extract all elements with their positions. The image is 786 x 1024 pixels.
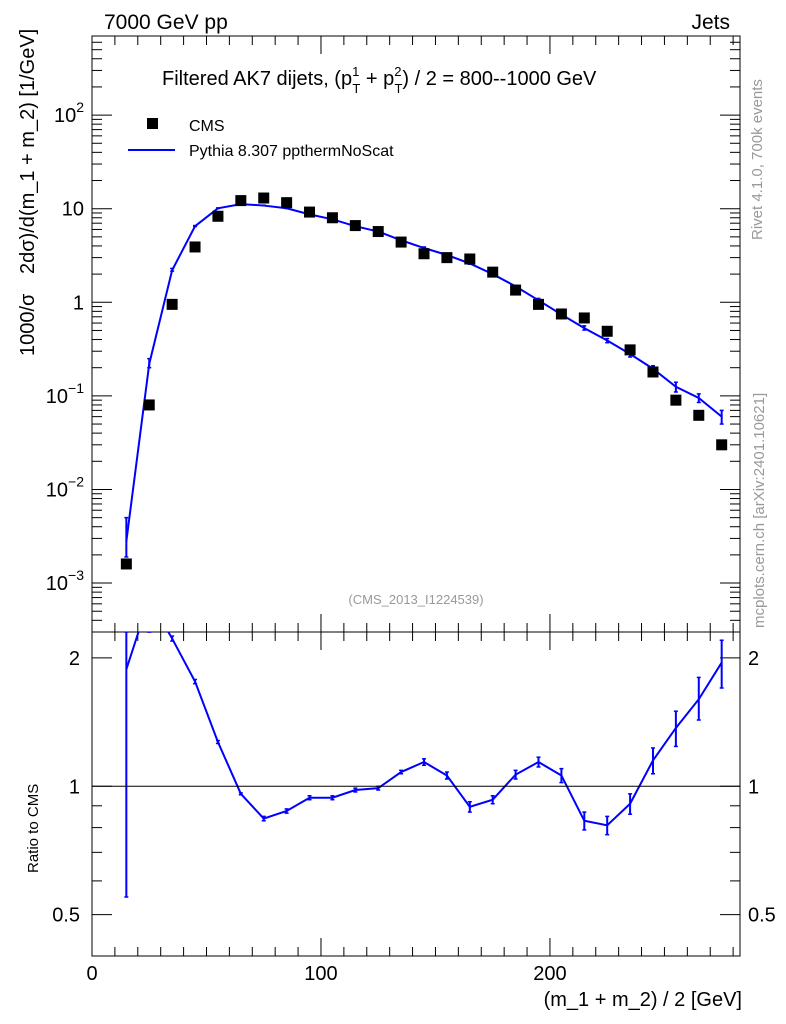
x-tick-label: 0: [86, 963, 97, 985]
analysis-watermark: (CMS_2013_I1224539): [348, 592, 483, 607]
rivet-version-label: Rivet 4.1.0, 700k events: [749, 79, 766, 240]
legend-mc-label: Pythia 8.307 ppthermNoScat: [189, 143, 394, 160]
cms-data-point: [487, 266, 499, 278]
x-axis-label: (m_1 + m_2) / 2 [GeV]: [544, 989, 742, 1011]
main-y-tick-label: 1: [73, 292, 84, 314]
ratio-panel-frame: [91, 631, 741, 957]
ratio-y-tick-label-right: 2: [748, 648, 759, 670]
cms-data-point: [372, 226, 384, 238]
main-y-tick-label: 10−1: [46, 380, 84, 408]
cms-data-point: [716, 439, 728, 451]
main-y-label-part-b: 2dσ)/d(m_1 + m_2) [1/GeV]: [17, 29, 39, 274]
header-right: Jets: [691, 11, 730, 34]
ratio-y-label: Ratio to CMS: [25, 784, 42, 873]
legend-cms-label: CMS: [189, 118, 225, 135]
cms-data-point: [601, 325, 613, 337]
cms-data-point: [212, 210, 224, 222]
main-y-label: 1000/σ 2dσ)/d(m_1 + m_2) [1/GeV]: [17, 29, 39, 356]
cms-data-point: [281, 197, 293, 209]
cms-data-point: [670, 394, 682, 406]
ratio-y-tick-label-right: 1: [748, 776, 759, 798]
cms-data-point: [510, 284, 522, 296]
cms-data-point: [578, 312, 590, 324]
ratio-y-axis: 0.5 0.5 1 1 2 2: [52, 648, 776, 957]
ratio-y-tick-label-left: 1: [69, 776, 80, 798]
cms-data-point: [647, 366, 659, 378]
mcplots-label: mcplots.cern.ch [arXiv:2401.10621]: [751, 393, 768, 628]
main-y-tick-label: 10: [62, 199, 84, 221]
main-cms-series: [120, 192, 728, 570]
main-y-axis: 10−3 10−2 10−1 1 10 102: [46, 35, 740, 633]
ratio-mc-series: [124, 632, 724, 898]
main-y-tick-label: 102: [54, 99, 84, 127]
legend: CMS Pythia 8.307 ppthermNoScat: [128, 118, 394, 160]
x-tick-label: 200: [533, 963, 566, 985]
cms-data-point: [693, 409, 705, 421]
cms-data-point: [258, 192, 270, 204]
cms-data-point: [555, 308, 567, 320]
cms-data-point: [624, 344, 636, 356]
chart-title: Filtered AK7 dijets, (p1 T + p2 T) / 2 = 8…: [162, 64, 597, 96]
cms-data-point: [143, 399, 155, 411]
ratio-plot-area: [124, 632, 724, 898]
cms-data-point: [189, 241, 201, 253]
main-y-tick-label: 10−3: [46, 567, 84, 595]
cms-data-point: [304, 206, 316, 218]
main-y-label-part-a: 1000/σ: [17, 293, 39, 356]
ratio-y-tick-label-right: 0.5: [748, 905, 776, 927]
x-tick-label: 100: [304, 963, 337, 985]
cms-data-point: [166, 298, 178, 310]
ratio-line: [125, 632, 723, 827]
cms-data-point: [120, 558, 132, 570]
cms-data-point: [326, 212, 338, 224]
x-axis: 0 100 200: [86, 36, 734, 985]
cms-data-point: [533, 298, 545, 310]
cms-data-point: [235, 195, 247, 207]
cms-data-point: [464, 253, 476, 265]
ratio-y-tick-label-left: 0.5: [52, 905, 80, 927]
header-left: 7000 GeV pp: [104, 11, 228, 34]
legend-cms-marker: [147, 118, 158, 129]
cms-data-point: [349, 220, 361, 232]
cms-data-point: [395, 236, 407, 248]
cms-data-point: [418, 248, 430, 260]
main-y-tick-label: 10−2: [46, 473, 84, 501]
cms-data-point: [441, 252, 453, 264]
ratio-y-tick-label-left: 2: [69, 648, 80, 670]
